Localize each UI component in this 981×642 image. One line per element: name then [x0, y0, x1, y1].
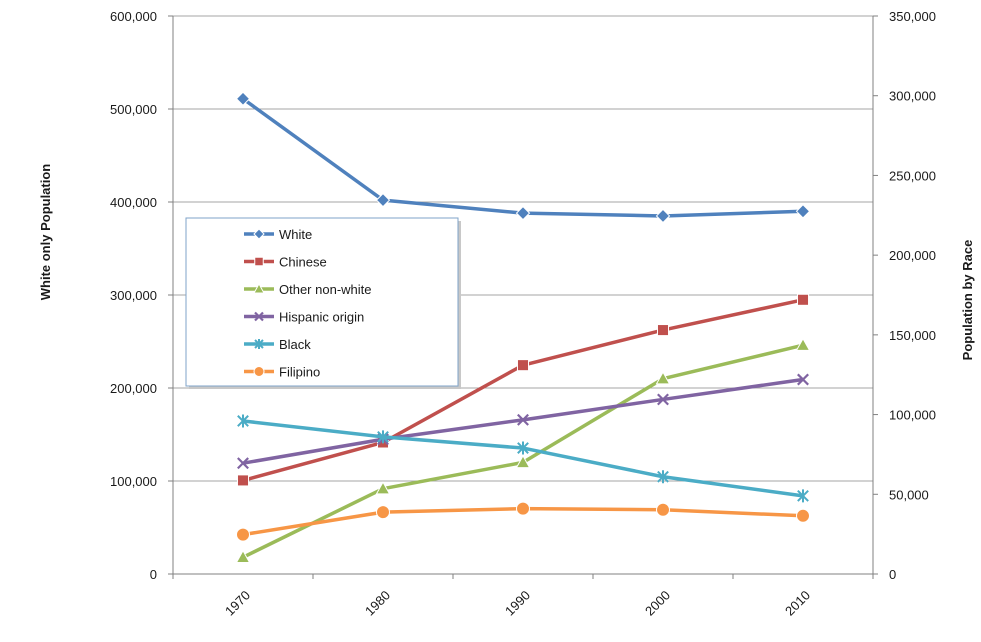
left-y-axis-title: White only Population [38, 164, 53, 301]
x-tick-labels: 1970 1980 1990 2000 2010 [222, 588, 813, 619]
data-point [797, 489, 809, 503]
legend-item: Hispanic origin [244, 310, 364, 325]
data-point [797, 373, 809, 386]
data-point [237, 457, 249, 470]
data-point [655, 208, 671, 224]
series-group [235, 91, 811, 563]
right-y-tick-label: 200,000 [889, 248, 936, 263]
data-point [376, 505, 390, 520]
right-y-tick-label: 350,000 [889, 9, 936, 24]
legend-marker [253, 282, 265, 294]
data-point [517, 441, 529, 455]
legend-marker [253, 366, 265, 377]
data-point [235, 549, 251, 563]
data-point [795, 337, 811, 351]
data-point [517, 413, 529, 426]
data-point [657, 393, 669, 406]
left-y-tick-label: 400,000 [110, 195, 157, 210]
right-y-axis-title: Population by Race [960, 240, 975, 361]
data-point [237, 414, 249, 428]
data-point [795, 204, 811, 219]
axes [168, 15, 878, 579]
x-tick-label: 2000 [642, 588, 673, 619]
legend-label: White [279, 227, 312, 242]
right-y-tick-label: 0 [889, 567, 896, 582]
right-y-tick-label: 300,000 [889, 89, 936, 104]
data-point [796, 508, 810, 523]
left-y-tick-label: 100,000 [110, 474, 157, 489]
legend-label: Other non-white [279, 282, 372, 297]
legend-marker [253, 228, 265, 240]
left-y-tick-label: 0 [150, 567, 157, 582]
right-y-tick-label: 250,000 [889, 168, 936, 183]
data-point [516, 501, 530, 516]
right-y-tick-label: 100,000 [889, 408, 936, 423]
data-point [375, 192, 391, 208]
data-point [655, 371, 671, 385]
data-point [656, 324, 670, 337]
legend-label: Filipino [279, 365, 320, 380]
data-point [235, 91, 251, 106]
legend-label: Hispanic origin [279, 310, 364, 325]
legend-item: Other non-white [244, 282, 372, 297]
x-tick-label: 1970 [222, 588, 253, 619]
legend-box [185, 217, 459, 387]
legend-item: Black [244, 337, 311, 352]
data-point [516, 359, 530, 372]
data-point [236, 527, 250, 542]
left-y-tick-label: 500,000 [110, 102, 157, 117]
x-tick-label: 2010 [782, 588, 813, 619]
x-tick-label: 1990 [502, 588, 533, 619]
left-y-tick-label: 300,000 [110, 288, 157, 303]
right-y-tick-label: 150,000 [889, 328, 936, 343]
data-point [236, 474, 250, 487]
data-point [515, 205, 531, 221]
data-point [656, 502, 670, 517]
legend-item: Chinese [244, 255, 327, 270]
series-filipino [236, 501, 810, 542]
data-point [375, 481, 391, 495]
x-tick-label: 1980 [362, 588, 393, 619]
legend-marker [254, 339, 264, 349]
left-y-tick-labels: 0 100,000 200,000 300,000 400,000 500,000 600,… [110, 9, 157, 582]
data-point [377, 430, 389, 444]
series-line [241, 97, 804, 218]
legend: White Chinese Other non-white Hispanic orig… [185, 217, 461, 389]
legend-marker [254, 311, 264, 322]
right-y-tick-labels: 0 50,000 100,000 150,000 200,000 250,000 300,0… [889, 9, 936, 582]
series-other-non-white [235, 337, 811, 563]
left-y-tick-label: 600,000 [110, 9, 157, 24]
right-y-tick-label: 50,000 [889, 487, 929, 502]
data-point [515, 454, 531, 469]
left-y-tick-label: 200,000 [110, 381, 157, 396]
legend-marker [254, 256, 264, 267]
series-white [235, 91, 811, 224]
legend-label: Chinese [279, 255, 327, 270]
data-point [796, 293, 810, 306]
legend-label: Black [279, 337, 311, 352]
legend-item: Filipino [244, 365, 320, 380]
series-black [237, 414, 809, 503]
legend-item: White [244, 227, 312, 242]
data-point [657, 470, 669, 484]
